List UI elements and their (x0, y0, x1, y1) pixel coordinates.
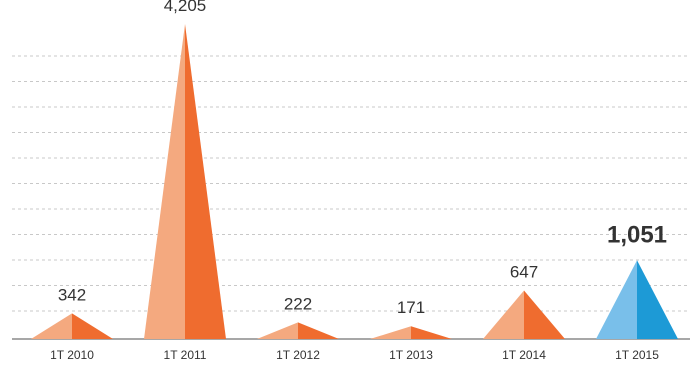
peak-left-face (483, 290, 524, 339)
peak-right-face (411, 326, 452, 339)
value-label: 342 (58, 285, 86, 304)
value-label: 1,051 (607, 221, 667, 248)
peak-mark (370, 326, 452, 339)
peak-mark (596, 260, 678, 339)
value-label: 4,205 (164, 0, 207, 15)
peak-right-face (637, 260, 678, 339)
value-label: 647 (510, 263, 538, 282)
x-tick-label: 1T 2011 (164, 348, 207, 362)
peak-right-face (298, 322, 339, 339)
x-tick-label: 1T 2014 (502, 348, 546, 362)
peak-right-face (185, 24, 226, 339)
peak-mark (31, 313, 113, 339)
gridlines (12, 55, 690, 340)
value-label: 171 (397, 298, 425, 317)
value-labels: 342 4,205 222 171 647 1,051 (58, 0, 667, 317)
peak-mark (257, 322, 339, 339)
peak-left-face (257, 322, 298, 339)
x-tick-label: 1T 2013 (389, 348, 433, 362)
peak-right-face (72, 313, 113, 339)
peak-left-face (370, 326, 411, 339)
x-tick-labels: 1T 2010 1T 2011 1T 2012 1T 2013 1T 2014 1T 20… (50, 348, 659, 362)
value-label: 222 (284, 294, 312, 313)
peak-right-face (524, 290, 565, 339)
x-tick-label: 1T 2015 (615, 348, 659, 362)
x-tick-label: 1T 2012 (276, 348, 320, 362)
chart-marks (31, 24, 678, 339)
x-tick-label: 1T 2010 (50, 348, 94, 362)
peak-left-face (144, 24, 185, 339)
peak-mark (144, 24, 226, 339)
peak-left-face (596, 260, 637, 339)
peak-left-face (31, 313, 72, 339)
peak-mark (483, 290, 565, 339)
